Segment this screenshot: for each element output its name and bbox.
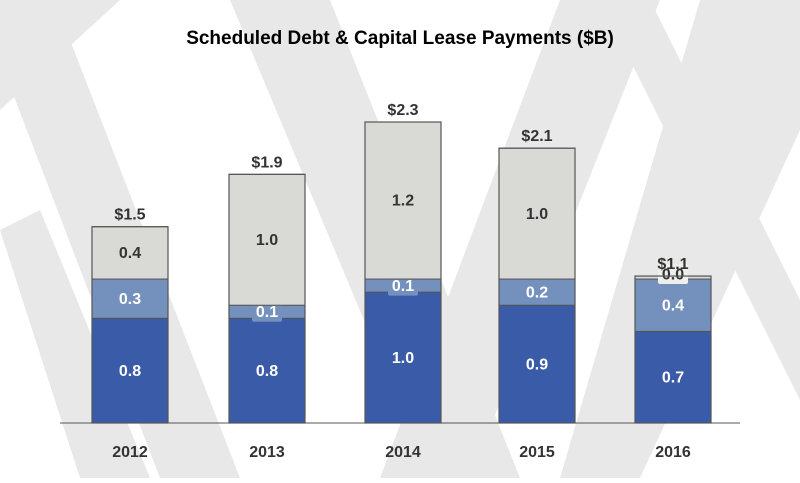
bar-label-bg-2013-s2 (252, 301, 282, 322)
x-tick-label-2016: 2016 (655, 444, 691, 461)
bar-label-2016-s3: 0.0 (662, 266, 684, 283)
bar-total-2016: $1.1 (657, 256, 688, 273)
bar-label-2013-s2: 0.1 (256, 304, 278, 321)
bar-label-bg-2016-s3 (658, 264, 688, 285)
x-tick-label-2015: 2015 (519, 444, 555, 461)
bar-label-2014-s1: 1.0 (392, 350, 414, 367)
bar-label-2016-s1: 0.7 (662, 369, 684, 386)
bar-total-2012: $1.5 (114, 207, 145, 224)
bar-label-2014-s3: 1.2 (392, 193, 414, 210)
bars-layer: 0.8 0.3 0.4 $1.5 2012 0.8 0.1 1.0 $1.9 2013 1.0 0.1… (91, 102, 712, 461)
bar-total-2013: $1.9 (251, 154, 282, 171)
bar-label-2012-s2: 0.3 (119, 291, 141, 308)
x-tick-label-2014: 2014 (385, 444, 421, 461)
bar-label-2016-s2: 0.4 (662, 297, 684, 314)
bar-segment-2015-s1 (498, 304, 576, 424)
bar-label-2015-s2: 0.2 (526, 284, 548, 301)
bar-total-2014: $2.3 (387, 102, 418, 119)
bar-label-2012-s1: 0.8 (119, 363, 141, 380)
bar-segment-2016-s2 (634, 278, 712, 332)
bar-label-2013-s1: 0.8 (256, 363, 278, 380)
bar-total-2015: $2.1 (521, 128, 552, 145)
bar-label-bg-2014-s2 (388, 275, 418, 296)
bar-segment-2014-s3 (364, 121, 442, 280)
bar-segment-2013-s3 (228, 173, 306, 306)
bar-label-2013-s3: 1.0 (256, 232, 278, 249)
bar-label-2015-s1: 0.9 (526, 356, 548, 373)
bar-segment-2015-s2 (498, 278, 576, 306)
x-tick-label-2012: 2012 (112, 444, 148, 461)
bar-label-2012-s3: 0.4 (119, 245, 141, 262)
chart-title: Scheduled Debt & Capital Lease Payments … (186, 28, 614, 49)
bar-label-2015-s3: 1.0 (526, 206, 548, 223)
x-tick-label-2013: 2013 (249, 444, 285, 461)
bar-label-2014-s2: 0.1 (392, 278, 414, 295)
